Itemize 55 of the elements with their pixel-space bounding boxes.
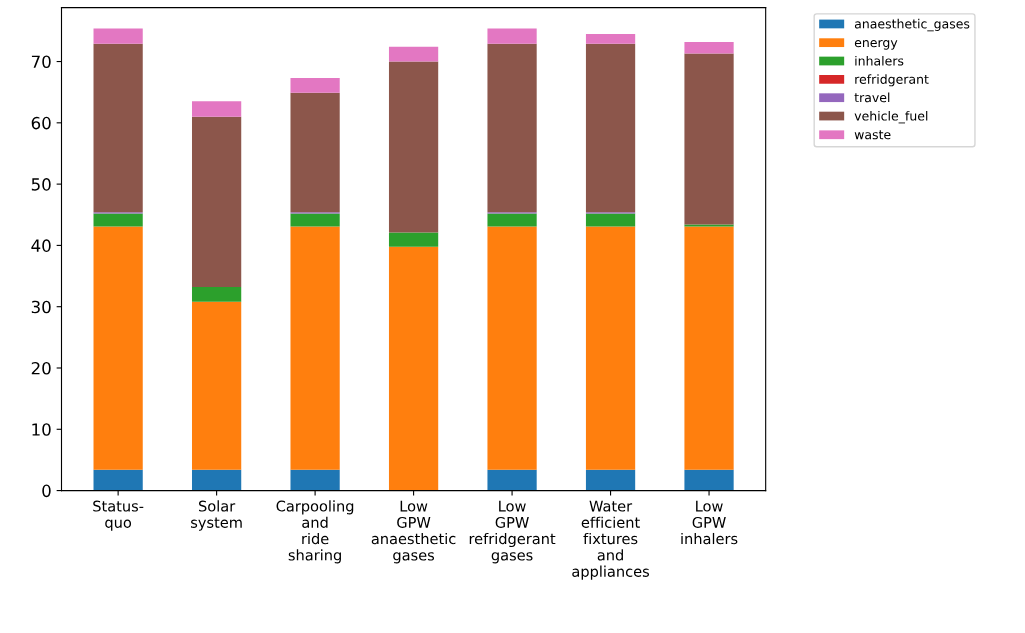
bar xyxy=(684,226,734,470)
y-tick-label: 10 xyxy=(32,423,51,436)
bar xyxy=(290,226,340,470)
bar xyxy=(487,213,537,227)
y-tick-label: 0 xyxy=(42,484,51,498)
bar xyxy=(191,287,242,302)
bar xyxy=(93,213,143,227)
legend-label: vehicle_fuel xyxy=(854,110,928,124)
y-tick-label: 40 xyxy=(31,239,51,252)
bar xyxy=(487,226,537,470)
bar xyxy=(585,226,636,470)
bar xyxy=(290,78,340,93)
bar xyxy=(93,28,143,44)
bar xyxy=(191,301,242,470)
legend-label: travel xyxy=(854,92,890,103)
bar xyxy=(290,469,340,491)
bar xyxy=(191,101,242,117)
bar xyxy=(585,33,636,44)
bar xyxy=(388,61,439,233)
x-tick-label: Low GPW refridgerant gases xyxy=(469,500,556,564)
x-tick-label: Solar system xyxy=(191,500,242,531)
legend-label: anaesthetic_gases xyxy=(854,18,970,32)
bar xyxy=(684,53,734,225)
bar xyxy=(585,43,636,213)
legend-label: waste xyxy=(854,130,891,140)
y-tick-label: 60 xyxy=(31,116,51,130)
bar xyxy=(93,43,143,213)
bar xyxy=(684,41,734,54)
bar xyxy=(388,232,439,247)
bar xyxy=(487,28,537,44)
bar xyxy=(290,92,340,213)
bar xyxy=(684,469,734,491)
y-tick-label: 30 xyxy=(31,300,51,314)
bar xyxy=(388,246,439,491)
bar xyxy=(388,46,439,62)
bar xyxy=(93,226,143,470)
y-tick-label: 50 xyxy=(31,178,51,191)
x-tick-label: Low GPW anaesthetic gases xyxy=(371,500,456,564)
bar xyxy=(290,213,340,227)
x-tick-label: Water efficient fixtures and appliances xyxy=(572,500,650,580)
x-tick-label: Low GPW inhalers xyxy=(681,500,738,545)
bar xyxy=(487,43,537,213)
bar xyxy=(487,469,537,491)
bar xyxy=(93,469,143,491)
bar xyxy=(191,469,242,491)
x-tick-label: Carpooling and ride sharing xyxy=(276,500,354,564)
legend-label: inhalers xyxy=(855,55,904,66)
x-tick-label: Status- quo xyxy=(93,500,144,531)
y-tick-label: 70 xyxy=(31,55,51,69)
bar xyxy=(585,213,636,227)
legend-label: refridgerant xyxy=(855,74,929,87)
bar xyxy=(585,469,636,491)
bar xyxy=(191,116,242,288)
y-tick-label: 20 xyxy=(31,361,51,375)
legend-label: energy xyxy=(854,40,898,50)
